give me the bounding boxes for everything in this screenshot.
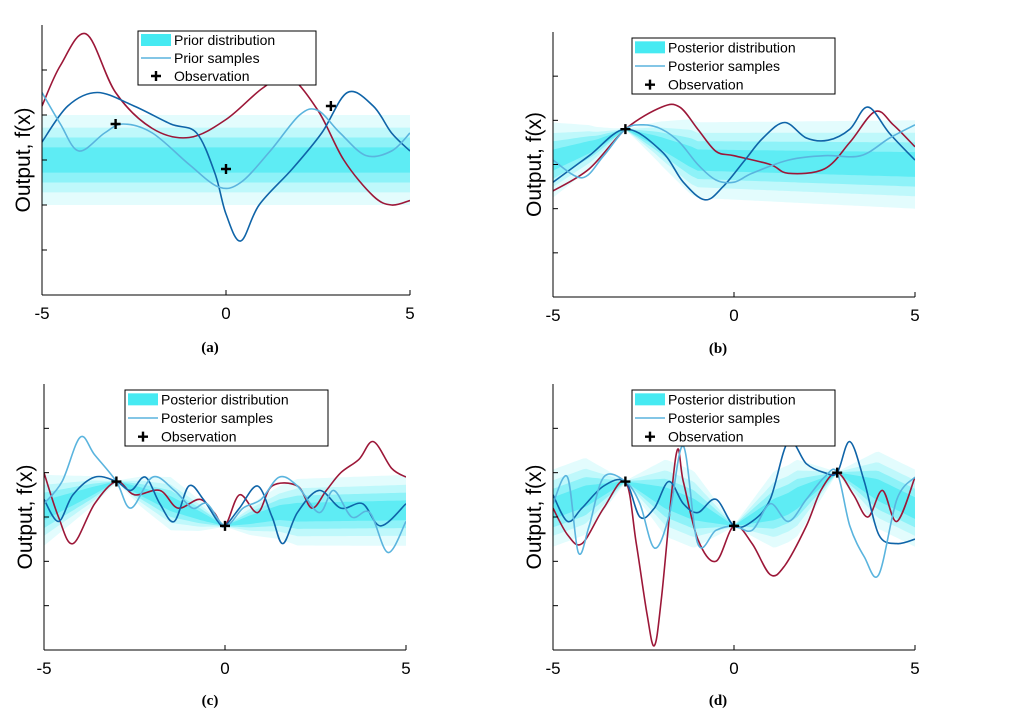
x-tick-label: -5	[545, 306, 560, 325]
x-tick-label: 5	[910, 306, 919, 325]
sample-line-sample-dark-blue	[42, 90, 410, 242]
legend-band-swatch	[128, 393, 158, 406]
x-tick-label: 5	[401, 659, 410, 678]
x-tick-label: 0	[729, 659, 738, 678]
x-tick-label: 0	[221, 304, 230, 323]
sample-line-sample-light-blue	[553, 445, 915, 578]
plot-area	[553, 103, 915, 209]
sample-line-sample-light-blue	[42, 92, 410, 190]
y-axis-label: Output, f(x)	[523, 112, 546, 217]
observation-marker	[325, 101, 336, 111]
legend-box	[124, 389, 329, 447]
legend: Posterior distribution Posterior samples O…	[631, 37, 836, 95]
sample-line-sample-dark-blue	[553, 106, 915, 201]
band-inner	[553, 472, 915, 527]
x-tick-label: -5	[34, 304, 49, 323]
legend-band-swatch	[635, 41, 665, 54]
x-tick-label: 5	[910, 659, 919, 678]
legend-band-swatch	[141, 34, 171, 46]
panel-caption: (d)	[709, 693, 727, 709]
x-tick-label: -5	[545, 659, 560, 678]
legend-marker-swatch	[138, 431, 148, 442]
legend-box	[631, 37, 836, 95]
observation-marker	[620, 476, 631, 487]
legend-band-swatch	[635, 393, 665, 406]
x-tick-label: 5	[405, 304, 414, 323]
band-inner	[553, 128, 915, 177]
y-axis-label: Output, f(x)	[12, 107, 35, 212]
y-axis-label: Output, f(x)	[14, 464, 37, 569]
observation-marker	[111, 476, 122, 487]
legend-entry: Posterior distribution	[668, 39, 796, 55]
x-tick-label: 0	[729, 306, 738, 325]
sample-line-sample-red	[553, 103, 915, 192]
legend-entry: Observation	[174, 68, 249, 84]
panel-caption: (a)	[201, 340, 219, 356]
legend-entry: Posterior distribution	[668, 391, 796, 407]
legend-entry: Posterior samples	[668, 58, 780, 74]
observation-marker	[620, 124, 631, 135]
sample-line-sample-dark-blue	[44, 475, 406, 545]
observation-marker	[832, 467, 843, 478]
observation-marker	[110, 119, 121, 129]
legend-entry: Observation	[161, 429, 236, 445]
panel-caption: (c)	[202, 693, 219, 709]
observation-marker	[221, 164, 231, 174]
plot-area	[42, 32, 410, 242]
band-inner	[44, 481, 406, 527]
legend-marker-swatch	[645, 79, 655, 90]
legend: Posterior distribution Posterior samples O…	[631, 389, 836, 447]
observation-marker	[729, 520, 739, 531]
legend-marker-swatch	[151, 71, 161, 81]
legend-box	[631, 389, 836, 447]
legend-entry: Prior distribution	[174, 32, 275, 48]
legend-entry: Posterior distribution	[161, 391, 289, 407]
legend: Posterior distribution Posterior samples O…	[124, 389, 329, 447]
legend-entry: Prior samples	[174, 50, 260, 66]
sample-line-sample-light-blue	[553, 123, 915, 184]
legend-entry: Observation	[668, 429, 743, 445]
legend-marker-swatch	[645, 431, 655, 442]
x-tick-label: 0	[220, 659, 229, 678]
sample-line-sample-red	[42, 32, 410, 206]
legend-entry: Posterior samples	[668, 410, 780, 426]
y-axis-label: Output, f(x)	[523, 464, 546, 569]
panel-caption: (b)	[709, 341, 727, 357]
observation-marker	[220, 520, 230, 531]
legend-entry: Posterior samples	[161, 410, 273, 426]
sample-line-sample-red	[44, 440, 406, 545]
legend-entry: Observation	[668, 77, 743, 93]
x-tick-label: -5	[36, 659, 51, 678]
legend: Prior distribution Prior samples Observati…	[137, 30, 317, 86]
plot-area	[553, 439, 915, 647]
band-inner	[42, 147, 410, 173]
plot-area	[44, 435, 406, 554]
